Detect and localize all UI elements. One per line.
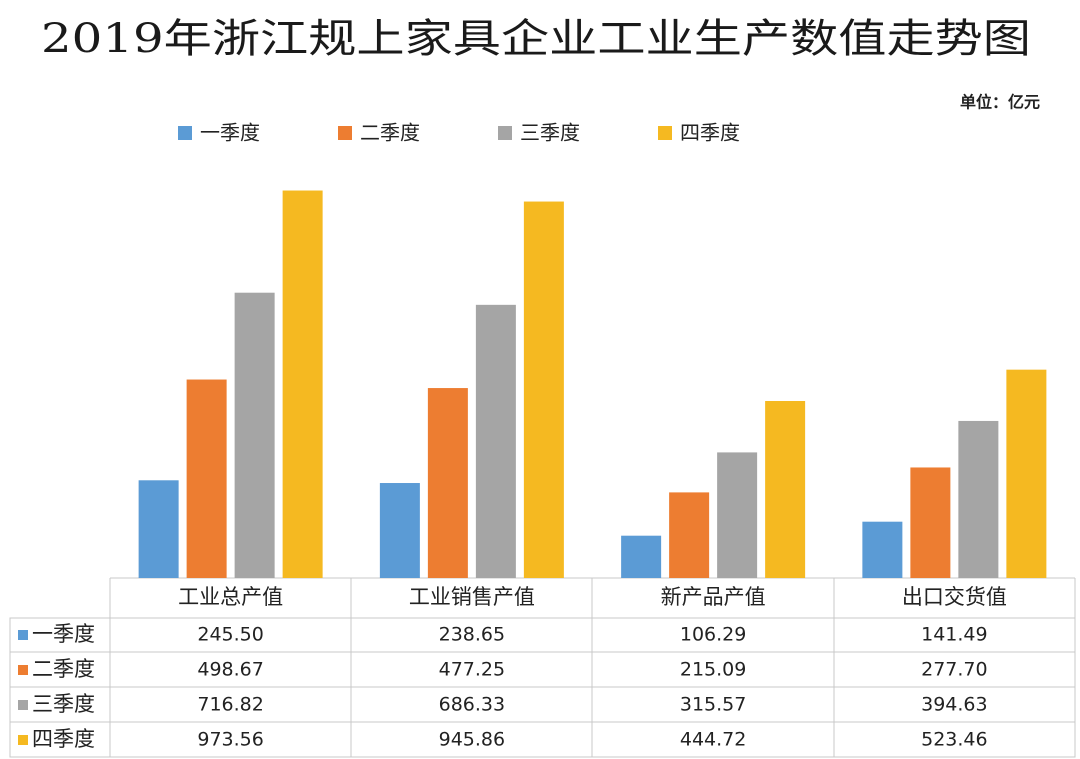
table-cell: 106.29 <box>680 624 746 646</box>
row-label: 二季度 <box>32 657 95 681</box>
bar <box>475 304 516 578</box>
bar <box>523 201 564 578</box>
legend-swatch <box>338 126 352 140</box>
bar <box>958 420 999 578</box>
x-tick-label: 工业总产值 <box>178 585 283 609</box>
table-cell: 523.46 <box>921 729 987 751</box>
table-cell: 141.49 <box>921 624 987 646</box>
row-label: 四季度 <box>32 727 95 751</box>
table-cell: 315.57 <box>680 694 746 716</box>
table-cell: 245.50 <box>197 624 263 646</box>
table-legend-swatch <box>18 665 28 675</box>
x-tick-label: 新产品产值 <box>661 585 766 609</box>
bar <box>621 535 662 578</box>
table-cell: 277.70 <box>921 659 987 681</box>
bar <box>717 452 758 578</box>
table-legend-swatch <box>18 735 28 745</box>
table-legend-swatch <box>18 700 28 710</box>
x-tick-label: 出口交货值 <box>902 585 1007 609</box>
bar <box>669 492 710 578</box>
legend-swatch <box>178 126 192 140</box>
table-cell: 716.82 <box>197 694 263 716</box>
legend-swatch <box>498 126 512 140</box>
table-cell: 498.67 <box>197 659 263 681</box>
legend-label: 三季度 <box>520 121 580 145</box>
legend-label: 二季度 <box>360 121 420 145</box>
bar <box>282 190 323 578</box>
legend-swatch <box>658 126 672 140</box>
bar <box>379 483 420 578</box>
x-tick-label: 工业销售产值 <box>409 585 535 609</box>
chart-title: 2019年浙江规上家具企业工业生产数值走势图 <box>41 16 1031 62</box>
table-cell: 686.33 <box>439 694 505 716</box>
bar <box>862 521 903 578</box>
row-label: 三季度 <box>32 692 95 716</box>
table-cell: 945.86 <box>439 729 505 751</box>
bar <box>186 379 227 578</box>
table-cell: 444.72 <box>680 729 746 751</box>
table-cell: 477.25 <box>439 659 505 681</box>
table-cell: 973.56 <box>197 729 263 751</box>
unit-label: 单位：亿元 <box>960 93 1040 112</box>
bar <box>234 292 275 578</box>
table-cell: 215.09 <box>680 659 746 681</box>
row-label: 一季度 <box>32 622 95 646</box>
bar <box>138 480 179 578</box>
bar <box>1006 369 1047 578</box>
table-cell: 394.63 <box>921 694 987 716</box>
table-cell: 238.65 <box>439 624 505 646</box>
legend-label: 四季度 <box>680 121 740 145</box>
legend-label: 一季度 <box>200 121 260 145</box>
table-legend-swatch <box>18 630 28 640</box>
bar <box>910 467 951 578</box>
bar <box>765 401 806 578</box>
bar <box>427 388 468 578</box>
